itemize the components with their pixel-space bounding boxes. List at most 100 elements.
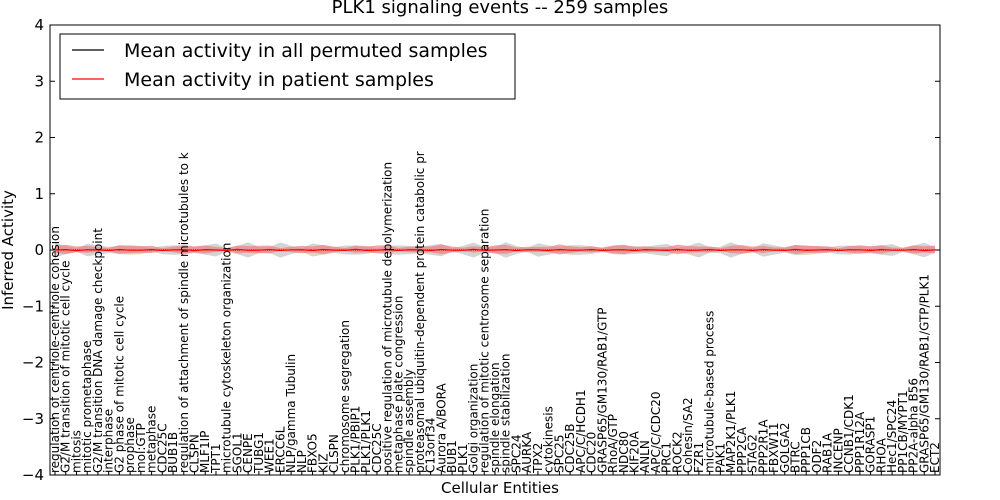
x-tick-label: ERCC6L — [273, 426, 287, 473]
x-tick-label: BTRC — [789, 441, 803, 473]
legend-label: Mean activity in all permuted samples — [124, 40, 487, 62]
x-tick-label: GORASP1 — [864, 416, 878, 473]
x-tick-label: BUB1 — [445, 440, 459, 473]
x-tick-label: KIZ — [316, 453, 330, 473]
x-tick-label: SGOL1 — [230, 432, 244, 473]
x-tick-label: TPX2 — [531, 443, 545, 474]
x-tick-label: AURKA — [520, 431, 534, 473]
x-tick-label: CENPE — [241, 433, 255, 473]
x-tick-label: APC/C/CDC20 — [649, 391, 663, 473]
patient-mean-line — [54, 248, 936, 252]
x-tick-label: GRASP65/GM130/RAB1/GTP — [595, 307, 609, 473]
x-tick-label: spindle stabilization — [499, 353, 513, 473]
x-tick-label: proteasomal ubiquitin-dependent protein … — [413, 151, 427, 473]
x-tick-label: cytokinesis — [542, 406, 556, 473]
x-tick-label: RHOA — [874, 437, 888, 473]
x-tick-label: MLF1IP — [198, 431, 212, 473]
x-tick-label: metaphase — [145, 406, 159, 473]
y-tick-label: −2 — [22, 354, 44, 372]
x-tick-label: interphase — [102, 409, 116, 473]
x-tick-label: NDC80 — [617, 431, 631, 473]
x-tick-label: RAB1A — [821, 432, 835, 473]
x-tick-label: FBXO5 — [306, 433, 320, 473]
y-tick-label: −3 — [22, 410, 44, 428]
x-tick-label: PLK1/PLK1 — [359, 410, 373, 473]
x-tick-label: Cohesin/SA2 — [681, 397, 695, 473]
x-tick-label: INCENP — [831, 428, 845, 473]
y-tick-label: 1 — [34, 185, 44, 203]
x-tick-label: STAG2 — [746, 434, 760, 473]
x-tick-label: Aurora A/BORA — [434, 383, 448, 473]
x-tick-label: ODF2 — [810, 440, 824, 473]
x-tick-label: CDC20 — [585, 432, 599, 473]
x-tick-label: chromosome segregation — [338, 320, 352, 473]
x-tick-label: PLK1/PBIP1 — [349, 406, 363, 473]
x-tick-label: spindle assembly — [402, 369, 416, 473]
x-tick-label: PPP2CA — [735, 426, 749, 473]
x-tick-label: SPC25 — [552, 434, 566, 473]
x-tick-label: APC/C/HCDH1 — [574, 389, 588, 473]
x-tick-label: MAP2K1/PLK1 — [724, 391, 738, 473]
y-tick-label: −4 — [22, 466, 44, 484]
x-tick-label: PLK1 — [456, 444, 470, 473]
series-lines — [54, 248, 936, 252]
x-tick-label: Hec1/SPC24 — [885, 400, 899, 473]
legend-label: Mean activity in patient samples — [124, 69, 434, 91]
x-tick-label: TUBG1 — [252, 432, 266, 474]
x-tick-label: ROCK2 — [670, 431, 684, 473]
y-tick-label: 2 — [34, 129, 44, 147]
x-tick-label: CCNB1/CDK1 — [842, 394, 856, 473]
legend: Mean activity in all permuted samples Mea… — [59, 33, 516, 100]
x-tick-label: NLP — [295, 450, 309, 473]
x-tick-label: CDC25C — [155, 423, 169, 473]
x-tick-label: FZR1 — [692, 442, 706, 473]
x-tick-label: Golgi organization — [467, 364, 481, 473]
y-tick-label: 0 — [34, 241, 44, 259]
x-tick-label: ECT2 — [928, 442, 942, 473]
x-tick-label: CDC25B — [563, 424, 577, 474]
x-tick-label: G2 phase of mitotic cell cycle — [112, 296, 126, 473]
x-tick-label: PRC1 — [660, 442, 674, 473]
x-tick-label: CLSPN — [188, 434, 202, 473]
chart-title: PLK1 signaling events -- 259 samples — [332, 0, 669, 18]
x-tick-label: mol:GTP — [134, 423, 148, 473]
x-tick-label: mitosis — [70, 430, 84, 473]
x-tick-label: regulation of attachment of spindle micr… — [177, 152, 191, 473]
x-tick-label: prophase — [123, 417, 137, 473]
x-tick-label: PP1CB/MYPT1 — [896, 390, 910, 473]
x-tick-label: PP2A-alpha B56 — [907, 378, 921, 473]
x-tick-label: GOLGA2 — [778, 422, 792, 473]
x-tick-label: WEE1 — [263, 438, 277, 473]
x-tick-label: KIF20A — [628, 430, 642, 473]
y-tick-label: 3 — [34, 72, 44, 90]
x-axis-label: Cellular Entities — [441, 479, 559, 497]
y-axis-label: Inferred Activity — [0, 190, 17, 310]
x-tick-label: regulation of centriole-centriole cohesi… — [48, 226, 62, 473]
y-tick-label: −1 — [22, 297, 44, 315]
x-tick-label: spindle elongation — [488, 362, 502, 473]
x-tick-label: PPP1R12A — [853, 411, 867, 473]
x-tick-label: microtubule-based process — [703, 311, 717, 473]
x-tick-label: CLSPN — [327, 434, 341, 473]
entity-labels: regulation of centriole-centriole cohesi… — [48, 151, 942, 474]
y-tick-label: 4 — [34, 16, 44, 34]
axes: 4 3 2 1 0 −1 −2 −3 −4 — [22, 16, 941, 484]
x-tick-label: TPT1 — [209, 443, 223, 474]
x-tick-label: C13orf34 — [424, 418, 438, 473]
x-tick-label: ANLN — [638, 440, 652, 473]
x-tick-label: G2/M transition of mitotic cell cycle — [59, 260, 73, 473]
x-tick-label: microtubule cytoskeleton organization — [220, 243, 234, 473]
x-tick-label: BUB1B — [166, 432, 180, 473]
legend-box — [59, 33, 516, 100]
x-tick-label: positive regulation of microtubule depol… — [381, 162, 395, 473]
x-tick-label: PPP1CB — [799, 427, 813, 473]
x-tick-label: metaphase plate congression — [391, 296, 405, 473]
x-tick-label: RhoA/GTP — [606, 414, 620, 473]
x-tick-label: PPP2R1A — [756, 419, 770, 473]
x-tick-label: G2/M transition DNA damage checkpoint — [91, 228, 105, 473]
x-tick-label: CDC25C — [370, 423, 384, 473]
x-tick-label: NLP/gamma Tubulin — [284, 354, 298, 473]
x-tick-label: regulation of mitotic centrosome separat… — [477, 209, 491, 473]
x-tick-label: FBXW11 — [767, 423, 781, 474]
